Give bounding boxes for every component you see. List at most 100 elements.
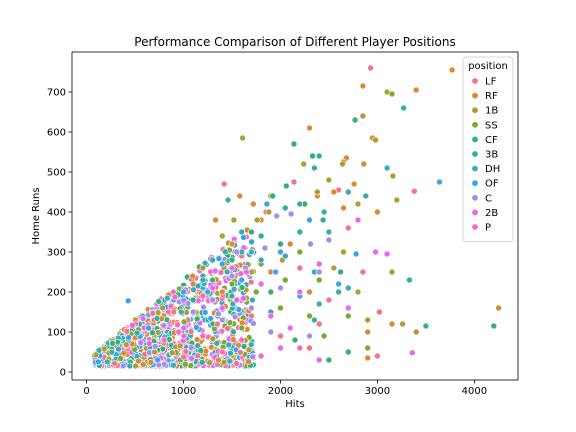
scatter-point-rf bbox=[228, 240, 236, 248]
scatter-point-of bbox=[235, 306, 243, 313]
scatter-point-c bbox=[215, 310, 222, 318]
y-tick-label: 300 bbox=[47, 248, 66, 259]
x-axis-label: Hits bbox=[285, 399, 304, 410]
scatter-point-rf bbox=[219, 288, 226, 296]
scatter-point-c bbox=[187, 344, 195, 351]
y-tick-label: 500 bbox=[47, 168, 66, 179]
legend-label: 1B bbox=[485, 106, 498, 117]
scatter-point-p bbox=[199, 332, 207, 340]
scatter-point-2b bbox=[315, 260, 323, 268]
scatter-point-1b bbox=[399, 320, 406, 328]
scatter-point-3b bbox=[133, 329, 141, 337]
scatter-point-c bbox=[119, 362, 127, 370]
legend: position LF RF 1B SS CF 3B DH OF C 2B P bbox=[462, 56, 514, 243]
scatter-point-of bbox=[204, 288, 211, 296]
scatter-point-2b bbox=[211, 267, 219, 275]
y-tick-label: 200 bbox=[47, 288, 66, 299]
scatter-point-2b bbox=[233, 296, 241, 304]
scatter-point-rf bbox=[388, 320, 396, 328]
scatter-point-2b bbox=[296, 288, 304, 296]
scatter-point-of bbox=[95, 358, 102, 366]
scatter-point-2b bbox=[243, 268, 250, 276]
plot-frame bbox=[71, 51, 519, 381]
scatter-point-c bbox=[209, 296, 216, 304]
scatter-point-lf bbox=[214, 320, 221, 328]
scatter-point-ss bbox=[187, 362, 194, 369]
scatter-point-2b bbox=[240, 295, 247, 302]
legend-marker bbox=[471, 150, 479, 158]
scatter-point-dh bbox=[249, 296, 256, 304]
scatter-point-3b bbox=[224, 196, 232, 204]
scatter-point-2b bbox=[228, 264, 236, 272]
scatter-point-cf bbox=[325, 356, 333, 364]
legend-label: 2B bbox=[485, 208, 498, 219]
scatter-point-2b bbox=[344, 304, 352, 312]
scatter-point-of bbox=[352, 250, 360, 258]
scatter-point-of bbox=[248, 248, 255, 256]
scatter-point-lf bbox=[220, 180, 228, 188]
scatter-point-dh bbox=[227, 349, 234, 357]
legend-marker bbox=[471, 208, 479, 216]
scatter-point-3b bbox=[344, 188, 352, 196]
scatter-point-ss bbox=[238, 324, 245, 332]
scatter-point-2b bbox=[372, 248, 379, 256]
y-tick-label: 600 bbox=[47, 128, 66, 139]
scatter-point-rf bbox=[229, 336, 237, 343]
scatter-point-of bbox=[240, 234, 247, 241]
legend-marker bbox=[471, 121, 479, 129]
scatter-point-rf bbox=[286, 240, 294, 248]
scatter-point-c bbox=[219, 316, 226, 324]
scatter-point-p bbox=[145, 339, 153, 347]
scatter-point-cf bbox=[269, 192, 277, 200]
scatter-point-c bbox=[306, 332, 313, 340]
scatter-point-c bbox=[287, 210, 295, 218]
scatter-point-dh bbox=[221, 248, 229, 256]
scatter-point-of bbox=[263, 200, 271, 208]
y-tick-label: 100 bbox=[47, 328, 66, 339]
scatter-point-lf bbox=[290, 178, 298, 186]
scatter-point-dh bbox=[383, 164, 391, 172]
scatter-point-rf bbox=[176, 342, 184, 350]
scatter-point-c bbox=[250, 320, 257, 327]
scatter-point-2b bbox=[257, 280, 265, 288]
scatter-point-dh bbox=[325, 228, 333, 236]
scatter-point-rf bbox=[350, 180, 358, 188]
scatter-point-lf bbox=[237, 349, 244, 356]
scatter-point-ss bbox=[117, 355, 124, 362]
scatter-point-lf bbox=[296, 264, 304, 272]
scatter-point-rf bbox=[495, 304, 502, 312]
scatter-point-1b bbox=[412, 328, 420, 336]
scatter-point-1b bbox=[206, 359, 213, 366]
scatter-point-2b bbox=[267, 312, 275, 320]
legend-title: position bbox=[468, 61, 508, 72]
scatter-point-lf bbox=[194, 352, 202, 360]
scatter-point-2b bbox=[315, 356, 323, 364]
scatter-point-2b bbox=[219, 304, 226, 312]
scatter-point-of bbox=[335, 280, 342, 288]
scatter-point-3b bbox=[296, 228, 304, 236]
scatter-point-2b bbox=[139, 315, 147, 323]
scatter-point-3b bbox=[335, 288, 342, 296]
scatter-point-of bbox=[238, 276, 245, 284]
scatter-point-cf bbox=[319, 216, 327, 224]
scatter-point-ss bbox=[388, 90, 396, 98]
scatter-point-lf bbox=[224, 325, 231, 332]
scatter-point-1b bbox=[230, 216, 238, 224]
scatter-point-of bbox=[215, 255, 223, 262]
legend-label: C bbox=[485, 193, 492, 204]
scatter-point-lf bbox=[182, 348, 190, 355]
scatter-point-1b bbox=[155, 329, 162, 336]
scatter-point-cf bbox=[197, 347, 205, 354]
scatter-point-ss bbox=[226, 319, 234, 326]
scatter-point-c bbox=[307, 240, 314, 248]
scatter-point-lf bbox=[199, 292, 207, 300]
scatter-point-1b bbox=[313, 188, 321, 196]
scatter-point-lf bbox=[376, 308, 383, 316]
scatter-point-1b bbox=[253, 216, 261, 224]
scatter-point-dh bbox=[194, 282, 202, 290]
scatter-point-rf bbox=[135, 357, 142, 365]
legend-label: DH bbox=[485, 164, 500, 175]
scatter-point-1b bbox=[300, 160, 308, 168]
scatter-point-1b bbox=[220, 358, 228, 366]
legend-marker bbox=[471, 135, 479, 143]
